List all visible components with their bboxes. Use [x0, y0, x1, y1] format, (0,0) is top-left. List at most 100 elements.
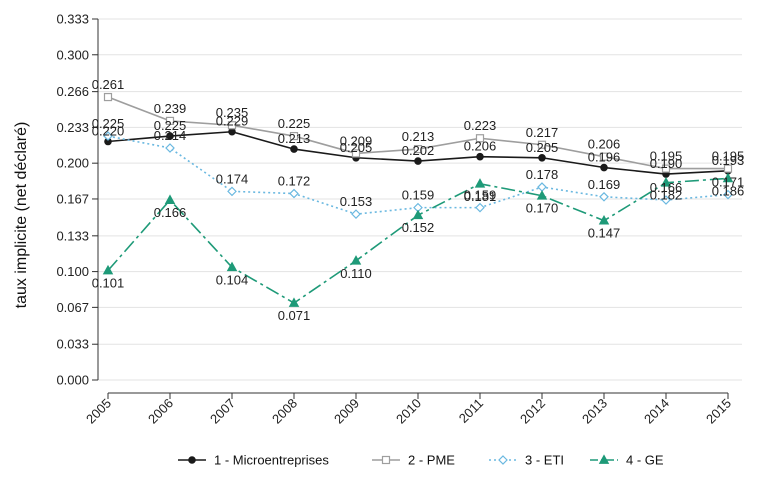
data-label-3-eti: 0.153: [340, 194, 373, 209]
point-1-microentreprises-2008: [290, 145, 298, 153]
point-1-microentreprises-2011: [476, 152, 484, 161]
y-tick-label: 0.333: [56, 12, 89, 27]
point-4-ge-2012: [536, 190, 548, 200]
point-1-microentreprises-2006: [166, 132, 174, 140]
y-tick-label: 0.233: [56, 120, 89, 135]
data-label-4-ge: 0.071: [278, 308, 311, 323]
point-4-ge-2007: [226, 261, 238, 272]
data-label-1-microentreprises: 0.229: [216, 114, 249, 129]
point-4-ge-2005: [102, 264, 114, 275]
legend-swatch-marker: [498, 455, 508, 465]
legend-swatch-marker: [598, 454, 610, 464]
data-label-1-microentreprises: 0.213: [278, 131, 311, 146]
data-label-1-microentreprises: 0.202: [402, 143, 435, 158]
x-tick-label: 2011: [456, 396, 486, 426]
point-3-eti-2007: [227, 186, 237, 197]
point-4-ge-2013: [598, 215, 610, 225]
legend-swatch-marker: [188, 456, 196, 464]
data-label-3-eti: 0.171: [712, 175, 745, 190]
data-label-2-pme: 0.223: [464, 118, 497, 133]
point-4-ge-2006: [164, 194, 176, 204]
point-3-eti-2009: [351, 209, 361, 219]
legend-label: 2 - PME: [408, 453, 455, 468]
data-label-4-ge: 0.182: [650, 188, 683, 203]
grid-lines: [94, 18, 742, 381]
x-tick-label: 2005: [83, 396, 114, 427]
legend-label: 4 - GE: [626, 453, 664, 468]
y-tick-label: 0.067: [56, 300, 89, 315]
point-3-eti-2015: [723, 189, 733, 200]
data-label-2-pme: 0.235: [216, 105, 249, 120]
point-3-eti-2013: [599, 191, 609, 202]
data-label-3-eti: 0.178: [526, 167, 559, 182]
data-label-3-eti: 0.225: [92, 116, 125, 131]
x-tick-label: 2008: [269, 396, 300, 427]
y-tick-label: 0.266: [56, 84, 89, 99]
point-2-pme-2010: [413, 144, 423, 154]
point-2-pme-2007: [227, 121, 237, 130]
point-2-pme-2009: [351, 149, 361, 158]
x-tick-label: 2006: [145, 396, 176, 427]
data-label-3-eti: 0.159: [464, 188, 497, 203]
point-3-eti-2014: [661, 195, 671, 205]
point-4-ge-2009: [350, 255, 362, 265]
legend-swatch-marker: [381, 455, 391, 465]
data-label-2-pme: 0.239: [154, 101, 187, 116]
point-4-ge-2010: [412, 209, 424, 220]
data-label-1-microentreprises: 0.205: [340, 140, 373, 155]
data-label-1-microentreprises: 0.225: [154, 118, 187, 133]
data-label-4-ge: 0.181: [464, 189, 497, 204]
point-2-pme-2011: [475, 134, 485, 143]
point-4-ge-2015: [722, 172, 734, 183]
point-3-eti-2011: [475, 202, 485, 213]
y-tick-label: 0.167: [56, 191, 89, 206]
point-1-microentreprises-2010: [414, 157, 422, 165]
data-label-1-microentreprises: 0.220: [92, 124, 125, 139]
data-label-3-eti: 0.166: [650, 180, 683, 195]
x-tick-label: 2014: [641, 396, 672, 427]
legend: 1 - Microentreprises 2 - PME 3 - ETI 4 - GE: [178, 453, 664, 468]
data-label-1-microentreprises: 0.196: [588, 150, 621, 165]
y-axis: 0.000 0.033 0.067 0.100 0.133 0.167 0.200 0.233…: [56, 12, 99, 388]
legend-label: 3 - ETI: [525, 453, 564, 468]
y-tick-label: 0.300: [56, 47, 89, 62]
legend-item-2-pme: 2 - PME: [372, 453, 455, 468]
point-2-pme-2006: [165, 116, 175, 126]
data-label-1-microentreprises: 0.206: [464, 139, 497, 154]
data-label-2-pme: 0.209: [340, 133, 373, 148]
legend-label: 1 - Microentreprises: [214, 453, 329, 468]
data-label-4-ge: 0.186: [712, 183, 745, 198]
x-tick-label: 2010: [393, 396, 424, 427]
legend-item-3-eti: 3 - ETI: [489, 453, 564, 468]
data-label-4-ge: 0.104: [216, 272, 249, 287]
point-3-eti-2005: [103, 131, 113, 141]
x-tick-label: 2007: [207, 396, 238, 427]
point-2-pme-2008: [289, 131, 299, 141]
data-label-1-microentreprises: 0.205: [526, 140, 559, 155]
data-label-4-ge: 0.110: [340, 266, 372, 281]
data-label-4-ge: 0.152: [402, 220, 435, 235]
data-label-4-ge: 0.166: [154, 205, 187, 220]
legend-item-1-microentreprises: 1 - Microentreprises: [178, 453, 329, 468]
data-label-2-pme: 0.206: [588, 137, 621, 152]
data-label-2-pme: 0.225: [278, 116, 311, 131]
point-4-ge-2008: [288, 297, 300, 307]
point-2-pme-2005: [103, 92, 113, 102]
y-tick-label: 0.100: [56, 264, 89, 279]
y-tick-label: 0.000: [56, 373, 89, 388]
data-label-3-eti: 0.214: [154, 128, 187, 143]
point-4-ge-2014: [660, 177, 672, 187]
point-3-eti-2008: [289, 188, 299, 199]
plot-area: [102, 92, 734, 307]
y-tick-label: 0.133: [56, 228, 89, 243]
x-axis: 2005 2006 2007 2008 2009 2010 2011 2012 2013 2014…: [83, 392, 734, 427]
x-tick-label: 2013: [579, 396, 610, 427]
y-tick-label: 0.033: [56, 337, 89, 352]
point-4-ge-2011: [474, 178, 486, 188]
y-tick-label: 0.200: [56, 156, 89, 171]
point-2-pme-2013: [599, 152, 609, 161]
data-label-3-eti: 0.169: [588, 177, 621, 192]
data-label-2-pme: 0.213: [402, 129, 435, 144]
